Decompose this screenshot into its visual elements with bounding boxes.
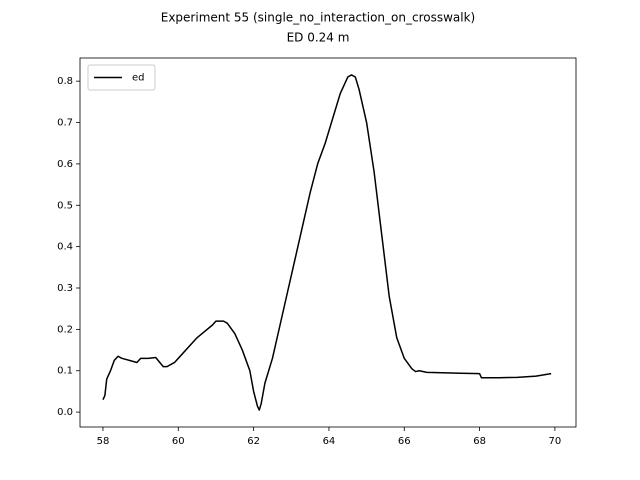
- chart-subtitle: ED 0.24 m: [287, 31, 350, 45]
- x-tick-label: 70: [549, 436, 562, 447]
- x-tick-label: 60: [172, 436, 185, 447]
- y-tick-label: 0.7: [57, 118, 73, 129]
- y-tick-label: 0.6: [57, 159, 73, 170]
- line: [102, 74, 552, 411]
- y-tick-label: 0.1: [57, 366, 73, 377]
- x-tick-label: 66: [398, 436, 411, 447]
- x-tick-label: 64: [323, 436, 336, 447]
- y-tick-label: 0.0: [57, 407, 73, 418]
- y-tick-label: 0.8: [57, 76, 73, 87]
- y-tick-label: 0.3: [57, 283, 73, 294]
- x-tick-label: 68: [473, 436, 486, 447]
- plot-frame: [79, 57, 577, 428]
- legend-label: ed: [132, 73, 145, 84]
- x-tick-label: 62: [247, 436, 260, 447]
- y-tick-label: 0.5: [57, 200, 73, 211]
- y-tick-label: 0.4: [57, 242, 73, 253]
- y-tick-label: 0.2: [57, 324, 73, 335]
- chart-title: Experiment 55 (single_no_interaction_on_…: [161, 11, 475, 25]
- x-tick-label: 58: [97, 436, 110, 447]
